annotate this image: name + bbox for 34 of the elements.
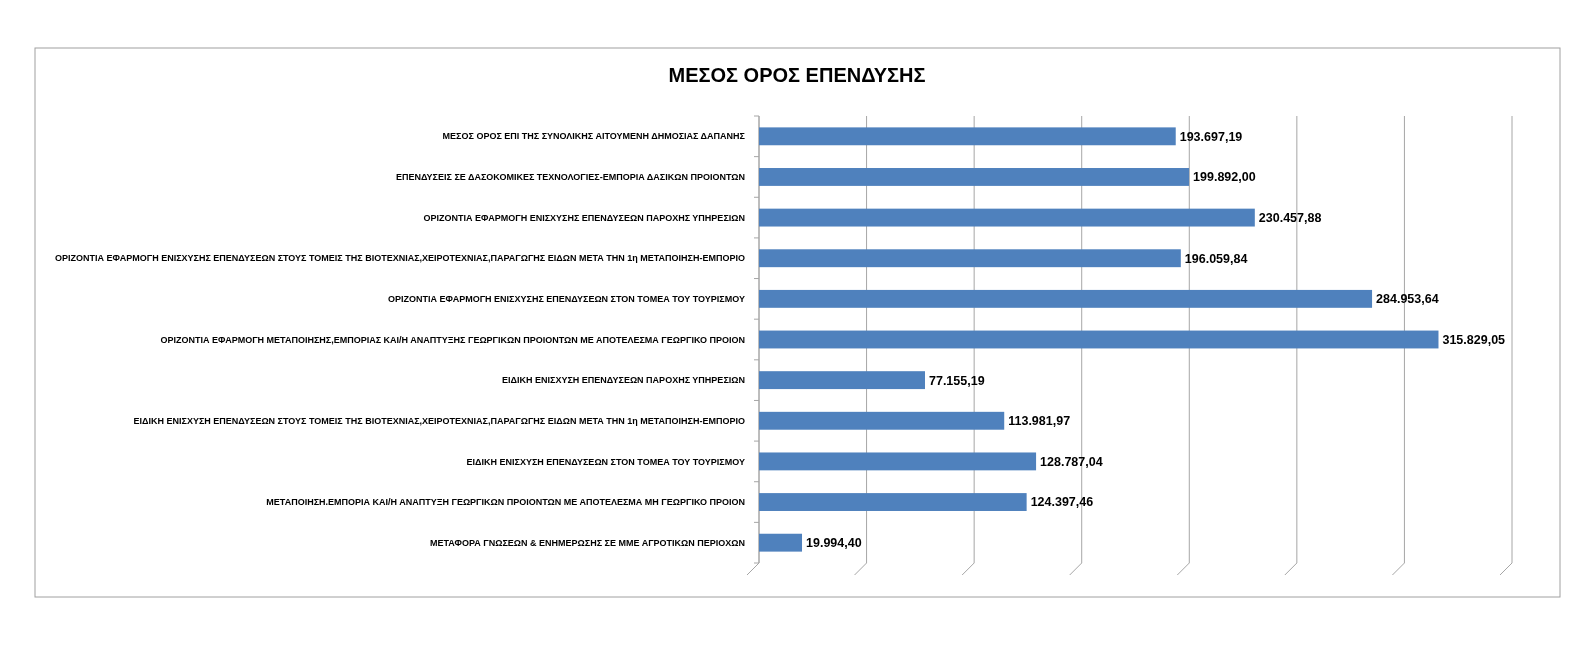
y-tick-label: ΕΠΕΝΔΥΣΕΙΣ ΣΕ ΔΑΣΟΚΟΜΙΚΕΣ ΤΕΧΝΟΛΟΓΙΕΣ-ΕΜΠΟΡΙΑ ΔΑΣΙΚΩΝ ΠΡΟΙΟΝΤΩΝ [395,172,745,183]
bar [759,493,1027,511]
y-tick-label: ΟΡΙΖΟΝΤΙΑ ΕΦΑΡΜΟΓΗ ΕΝΙΣΧΥΣΗΣ ΕΠΕΝΔΥΣΕΩΝ ΣΤΟΝ ΤΟΜΕΑ ΤΟΥ ΤΟΥΡΙΣΜΟΥ [388,294,745,305]
bar [759,127,1176,146]
y-tick-label: ΕΙΔΙΚΗ ΕΝΙΣΧΥΣΗ ΕΠΕΝΔΥΣΕΩΝ ΣΤΟΝ ΤΟΜΕΑ ΤΟΥ ΤΟΥΡΙΣΜΟΥ [466,456,745,467]
bar [759,249,1181,268]
y-tick-label: ΟΡΙΖΟΝΤΙΑ ΕΦΑΡΜΟΓΗ ΜΕΤΑΠΟΙΗΣΗΣ,ΕΜΠΟΡΙΑΣ ΚΑΙ/Η ΑΝΑΠΤΥΞΗΣ ΓΕΩΡΓΙΚΩΝ ΠΡΟΙΟΝΤΩΝ ΜΕ ΑΠΟΤΕΛΕΣΜΑ ΓΕΩΡΓΙΚΟ ΠΡΟΙΟΝ [160,334,745,345]
bar [759,208,1255,227]
data-label: 315.829,05 [1442,332,1506,347]
data-label: 19.994,40 [806,536,862,551]
y-tick-label: ΜΕΤΑΦΟΡΑ ΓΝΩΣΕΩΝ & ΕΝΗΜΕΡΩΣΗΣ ΣΕ ΜΜΕ ΑΓΡΟΤΙΚΩΝ ΠΕΡΙΟΧΩΝ [430,537,745,548]
data-label: 196.059,84 [1184,251,1248,266]
data-label: 124.397,46 [1030,495,1094,510]
y-tick-label: ΜΕΣΟΣ ΟΡΟΣ ΕΠΙ ΤΗΣ ΣΥΝΟΛΙΚΗΣ ΑΙΤΟΥΜΕΝΗ ΔΗΜΟΣΙΑΣ ΔΑΠΑΝΗΣ [442,131,746,142]
y-tick-label: ΕΙΔΙΚΗ ΕΝΙΣΧΥΣΗ ΕΠΕΝΔΥΣΕΩΝ ΠΑΡΟΧΗΣ ΥΠΗΡΕΣΙΩΝ [502,375,745,386]
bar [759,330,1439,349]
chart-title: ΜΕΣΟΣ ΟΡΟΣ ΕΠΕΝΔΥΣΗΣ [668,64,926,86]
y-tick-label: ΟΡΙΖΟΝΤΙΑ ΕΦΑΡΜΟΓΗ ΕΝΙΣΧΥΣΗΣ ΕΠΕΝΔΥΣΕΩΝ ΠΑΡΟΧΗΣ ΥΠΗΡΕΣΙΩΝ [423,212,745,223]
data-label: 128.787,04 [1040,454,1103,469]
y-tick-label: ΜΕΤΑΠΟΙΗΣΗ.ΕΜΠΟΡΙΑ ΚΑΙ/Η ΑΝΑΠΤΥΞΗ ΓΕΩΡΓΙΚΩΝ ΠΡΟΙΟΝΤΩΝ ΜΕ ΑΠΟΤΕΛΕΣΜΑ ΜΗ ΓΕΩΡΓΙΚΟ ΠΡΟΙΟΝ [266,497,745,508]
y-tick-label: ΟΡΙΖΟΝΤΙΑ ΕΦΑΡΜΟΓΗ ΕΝΙΣΧΥΣΗΣ ΕΠΕΝΔΥΣΕΩΝ ΣΤΟΥΣ ΤΟΜΕΙΣ ΤΗΣ ΒΙΟΤΕΧΝΙΑΣ,ΧΕΙΡΟΤΕΧΝΙΑΣ,ΠΑΡΑΓΩΓΗΣ ΕΙΔΩΝ ΜΕΤΑ ΤΗΝ 1η ΜΕΤΑΠΟΙΗΣΗ-ΕΜΠΟΡΙΟ [55,253,745,264]
bar [759,289,1373,308]
y-tick-label: ΕΙΔΙΚΗ ΕΝΙΣΧΥΣΗ ΕΠΕΝΔΥΣΕΩΝ ΣΤΟΥΣ ΤΟΜΕΙΣ ΤΗΣ ΒΙΟΤΕΧΝΙΑΣ,ΧΕΙΡΟΤΕΧΝΙΑΣ,ΠΑΡΑΓΩΓΗΣ ΕΙΔΩΝ ΜΕΤΑ ΤΗΝ 1η ΜΕΤΑΠΟΙΗΣΗ-ΕΜΠΟΡΙΟ [133,415,745,426]
bar [759,371,925,390]
data-label: 284.953,64 [1376,292,1439,307]
data-label: 193.697,19 [1179,129,1243,144]
data-label: 199.892,00 [1193,170,1256,185]
bar [759,168,1190,186]
bar [759,533,803,552]
bar [759,452,1037,471]
data-label: 77.155,19 [928,373,985,388]
bar [759,411,1005,430]
data-label: 113.981,97 [1008,414,1071,429]
data-label: 230.457,88 [1258,210,1322,225]
